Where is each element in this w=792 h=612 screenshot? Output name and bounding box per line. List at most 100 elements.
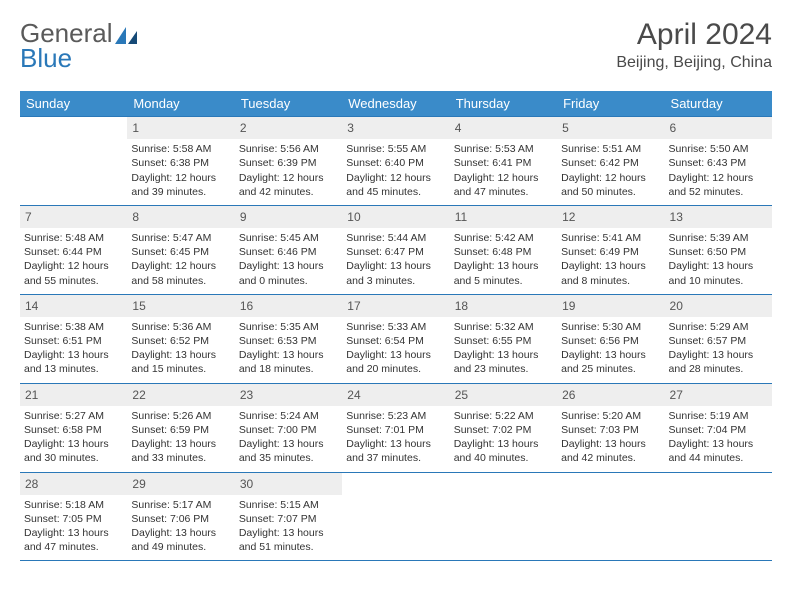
calendar-cell: .	[450, 472, 557, 561]
cell-text: Sunrise: 5:47 AM	[131, 231, 230, 245]
day-number: 17	[342, 295, 449, 317]
weekday-header: Sunday	[20, 91, 127, 117]
calendar-cell: 25Sunrise: 5:22 AMSunset: 7:02 PMDayligh…	[450, 383, 557, 472]
cell-text: Sunrise: 5:53 AM	[454, 142, 553, 156]
logo-icon	[115, 27, 139, 45]
day-number: 8	[127, 206, 234, 228]
cell-text: Sunrise: 5:32 AM	[454, 320, 553, 334]
day-number: 30	[235, 473, 342, 495]
cell-text: Daylight: 12 hours and 42 minutes.	[239, 171, 338, 199]
cell-text: Sunset: 7:00 PM	[239, 423, 338, 437]
cell-text: Daylight: 13 hours and 20 minutes.	[346, 348, 445, 376]
day-number: 9	[235, 206, 342, 228]
weekday-header: Wednesday	[342, 91, 449, 117]
cell-text: Sunset: 6:42 PM	[561, 156, 660, 170]
calendar-cell: 18Sunrise: 5:32 AMSunset: 6:55 PMDayligh…	[450, 294, 557, 383]
calendar-cell: 2Sunrise: 5:56 AMSunset: 6:39 PMDaylight…	[235, 117, 342, 206]
cell-text: Sunset: 6:55 PM	[454, 334, 553, 348]
calendar-cell: 1Sunrise: 5:58 AMSunset: 6:38 PMDaylight…	[127, 117, 234, 206]
cell-text: Daylight: 13 hours and 23 minutes.	[454, 348, 553, 376]
calendar-cell: 13Sunrise: 5:39 AMSunset: 6:50 PMDayligh…	[665, 205, 772, 294]
weekday-header: Friday	[557, 91, 664, 117]
cell-text: Sunrise: 5:45 AM	[239, 231, 338, 245]
cell-text: Sunrise: 5:26 AM	[131, 409, 230, 423]
cell-text: Sunrise: 5:24 AM	[239, 409, 338, 423]
day-number: 20	[665, 295, 772, 317]
cell-text: Daylight: 13 hours and 13 minutes.	[24, 348, 123, 376]
cell-text: Daylight: 13 hours and 33 minutes.	[131, 437, 230, 465]
cell-text: Sunset: 6:52 PM	[131, 334, 230, 348]
day-number: 25	[450, 384, 557, 406]
cell-text: Sunset: 6:40 PM	[346, 156, 445, 170]
calendar-cell: 14Sunrise: 5:38 AMSunset: 6:51 PMDayligh…	[20, 294, 127, 383]
day-number: 29	[127, 473, 234, 495]
cell-text: Sunrise: 5:58 AM	[131, 142, 230, 156]
cell-text: Daylight: 12 hours and 45 minutes.	[346, 171, 445, 199]
cell-text: Daylight: 12 hours and 58 minutes.	[131, 259, 230, 287]
cell-text: Sunrise: 5:48 AM	[24, 231, 123, 245]
cell-text: Sunrise: 5:22 AM	[454, 409, 553, 423]
calendar-cell: .	[557, 472, 664, 561]
cell-text: Sunset: 6:54 PM	[346, 334, 445, 348]
cell-text: Sunset: 7:04 PM	[669, 423, 768, 437]
cell-text: Sunset: 6:59 PM	[131, 423, 230, 437]
calendar-cell: 30Sunrise: 5:15 AMSunset: 7:07 PMDayligh…	[235, 472, 342, 561]
calendar-table: Sunday Monday Tuesday Wednesday Thursday…	[20, 91, 772, 561]
cell-text: Sunset: 6:58 PM	[24, 423, 123, 437]
cell-text: Sunrise: 5:33 AM	[346, 320, 445, 334]
cell-text: Sunset: 6:50 PM	[669, 245, 768, 259]
cell-text: Sunrise: 5:20 AM	[561, 409, 660, 423]
day-number: 4	[450, 117, 557, 139]
cell-text: Daylight: 13 hours and 5 minutes.	[454, 259, 553, 287]
calendar-cell: 19Sunrise: 5:30 AMSunset: 6:56 PMDayligh…	[557, 294, 664, 383]
calendar-cell: 7Sunrise: 5:48 AMSunset: 6:44 PMDaylight…	[20, 205, 127, 294]
logo-block: General Blue	[20, 18, 139, 74]
day-number: 10	[342, 206, 449, 228]
cell-text: Daylight: 13 hours and 44 minutes.	[669, 437, 768, 465]
title-block: April 2024 Beijing, Beijing, China	[616, 18, 772, 72]
cell-text: Sunrise: 5:35 AM	[239, 320, 338, 334]
day-number: 21	[20, 384, 127, 406]
calendar-week-row: .1Sunrise: 5:58 AMSunset: 6:38 PMDayligh…	[20, 117, 772, 206]
cell-text: Sunset: 7:02 PM	[454, 423, 553, 437]
cell-text: Sunset: 6:46 PM	[239, 245, 338, 259]
cell-text: Daylight: 12 hours and 50 minutes.	[561, 171, 660, 199]
day-number: 12	[557, 206, 664, 228]
calendar-week-row: 14Sunrise: 5:38 AMSunset: 6:51 PMDayligh…	[20, 294, 772, 383]
cell-text: Sunset: 6:56 PM	[561, 334, 660, 348]
calendar-week-row: 7Sunrise: 5:48 AMSunset: 6:44 PMDaylight…	[20, 205, 772, 294]
calendar-cell: 28Sunrise: 5:18 AMSunset: 7:05 PMDayligh…	[20, 472, 127, 561]
calendar-cell: 3Sunrise: 5:55 AMSunset: 6:40 PMDaylight…	[342, 117, 449, 206]
cell-text: Sunset: 6:45 PM	[131, 245, 230, 259]
cell-text: Sunrise: 5:18 AM	[24, 498, 123, 512]
cell-text: Sunset: 7:07 PM	[239, 512, 338, 526]
cell-text: Daylight: 13 hours and 0 minutes.	[239, 259, 338, 287]
cell-text: Daylight: 12 hours and 47 minutes.	[454, 171, 553, 199]
cell-text: Daylight: 13 hours and 35 minutes.	[239, 437, 338, 465]
weekday-header: Thursday	[450, 91, 557, 117]
cell-text: Daylight: 13 hours and 18 minutes.	[239, 348, 338, 376]
cell-text: Sunset: 6:47 PM	[346, 245, 445, 259]
cell-text: Daylight: 12 hours and 55 minutes.	[24, 259, 123, 287]
calendar-cell: 20Sunrise: 5:29 AMSunset: 6:57 PMDayligh…	[665, 294, 772, 383]
calendar-cell: 17 Sunrise: 5:33 AMSunset: 6:54 PMDayligh…	[342, 294, 449, 383]
calendar-cell: .	[665, 472, 772, 561]
cell-text: Sunset: 6:57 PM	[669, 334, 768, 348]
day-number: 11	[450, 206, 557, 228]
calendar-cell: 10Sunrise: 5:44 AMSunset: 6:47 PMDayligh…	[342, 205, 449, 294]
cell-text: Sunrise: 5:17 AM	[131, 498, 230, 512]
calendar-cell: 11Sunrise: 5:42 AMSunset: 6:48 PMDayligh…	[450, 205, 557, 294]
day-number: 3	[342, 117, 449, 139]
cell-text: Sunrise: 5:27 AM	[24, 409, 123, 423]
calendar-cell: 9 Sunrise: 5:45 AMSunset: 6:46 PMDaylight…	[235, 205, 342, 294]
day-number: 27	[665, 384, 772, 406]
day-number: 1	[127, 117, 234, 139]
cell-text: Sunset: 6:44 PM	[24, 245, 123, 259]
cell-text: Sunrise: 5:23 AM	[346, 409, 445, 423]
cell-text: Sunrise: 5:51 AM	[561, 142, 660, 156]
cell-text: Sunrise: 5:42 AM	[454, 231, 553, 245]
day-number: 22	[127, 384, 234, 406]
calendar-cell: 6Sunrise: 5:50 AMSunset: 6:43 PMDaylight…	[665, 117, 772, 206]
weekday-header-row: Sunday Monday Tuesday Wednesday Thursday…	[20, 91, 772, 117]
cell-text: Sunrise: 5:44 AM	[346, 231, 445, 245]
